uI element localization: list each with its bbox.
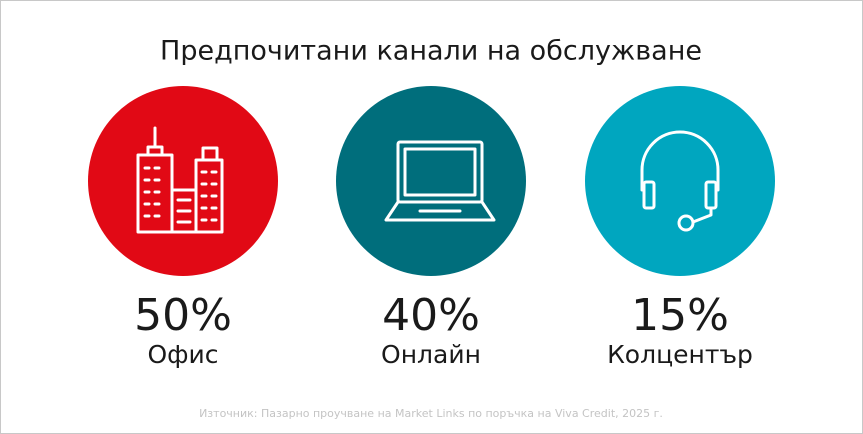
online-circle xyxy=(336,86,526,276)
headset-icon xyxy=(640,130,720,232)
office-circle xyxy=(88,86,278,276)
percent: 40% xyxy=(382,290,480,341)
laptop-icon xyxy=(384,140,496,222)
callcenter-circle xyxy=(585,86,775,276)
office-icon xyxy=(136,126,224,234)
source-note: Източник: Пазарно проучване на Market Li… xyxy=(199,407,663,420)
percent: 50% xyxy=(134,290,232,341)
channel-label: Онлайн xyxy=(381,340,481,369)
channel-label: Колцентър xyxy=(607,340,753,369)
percent: 15% xyxy=(631,290,729,341)
title: Предпочитани канали на обслужване xyxy=(160,36,702,67)
channel-label: Офис xyxy=(147,340,218,369)
